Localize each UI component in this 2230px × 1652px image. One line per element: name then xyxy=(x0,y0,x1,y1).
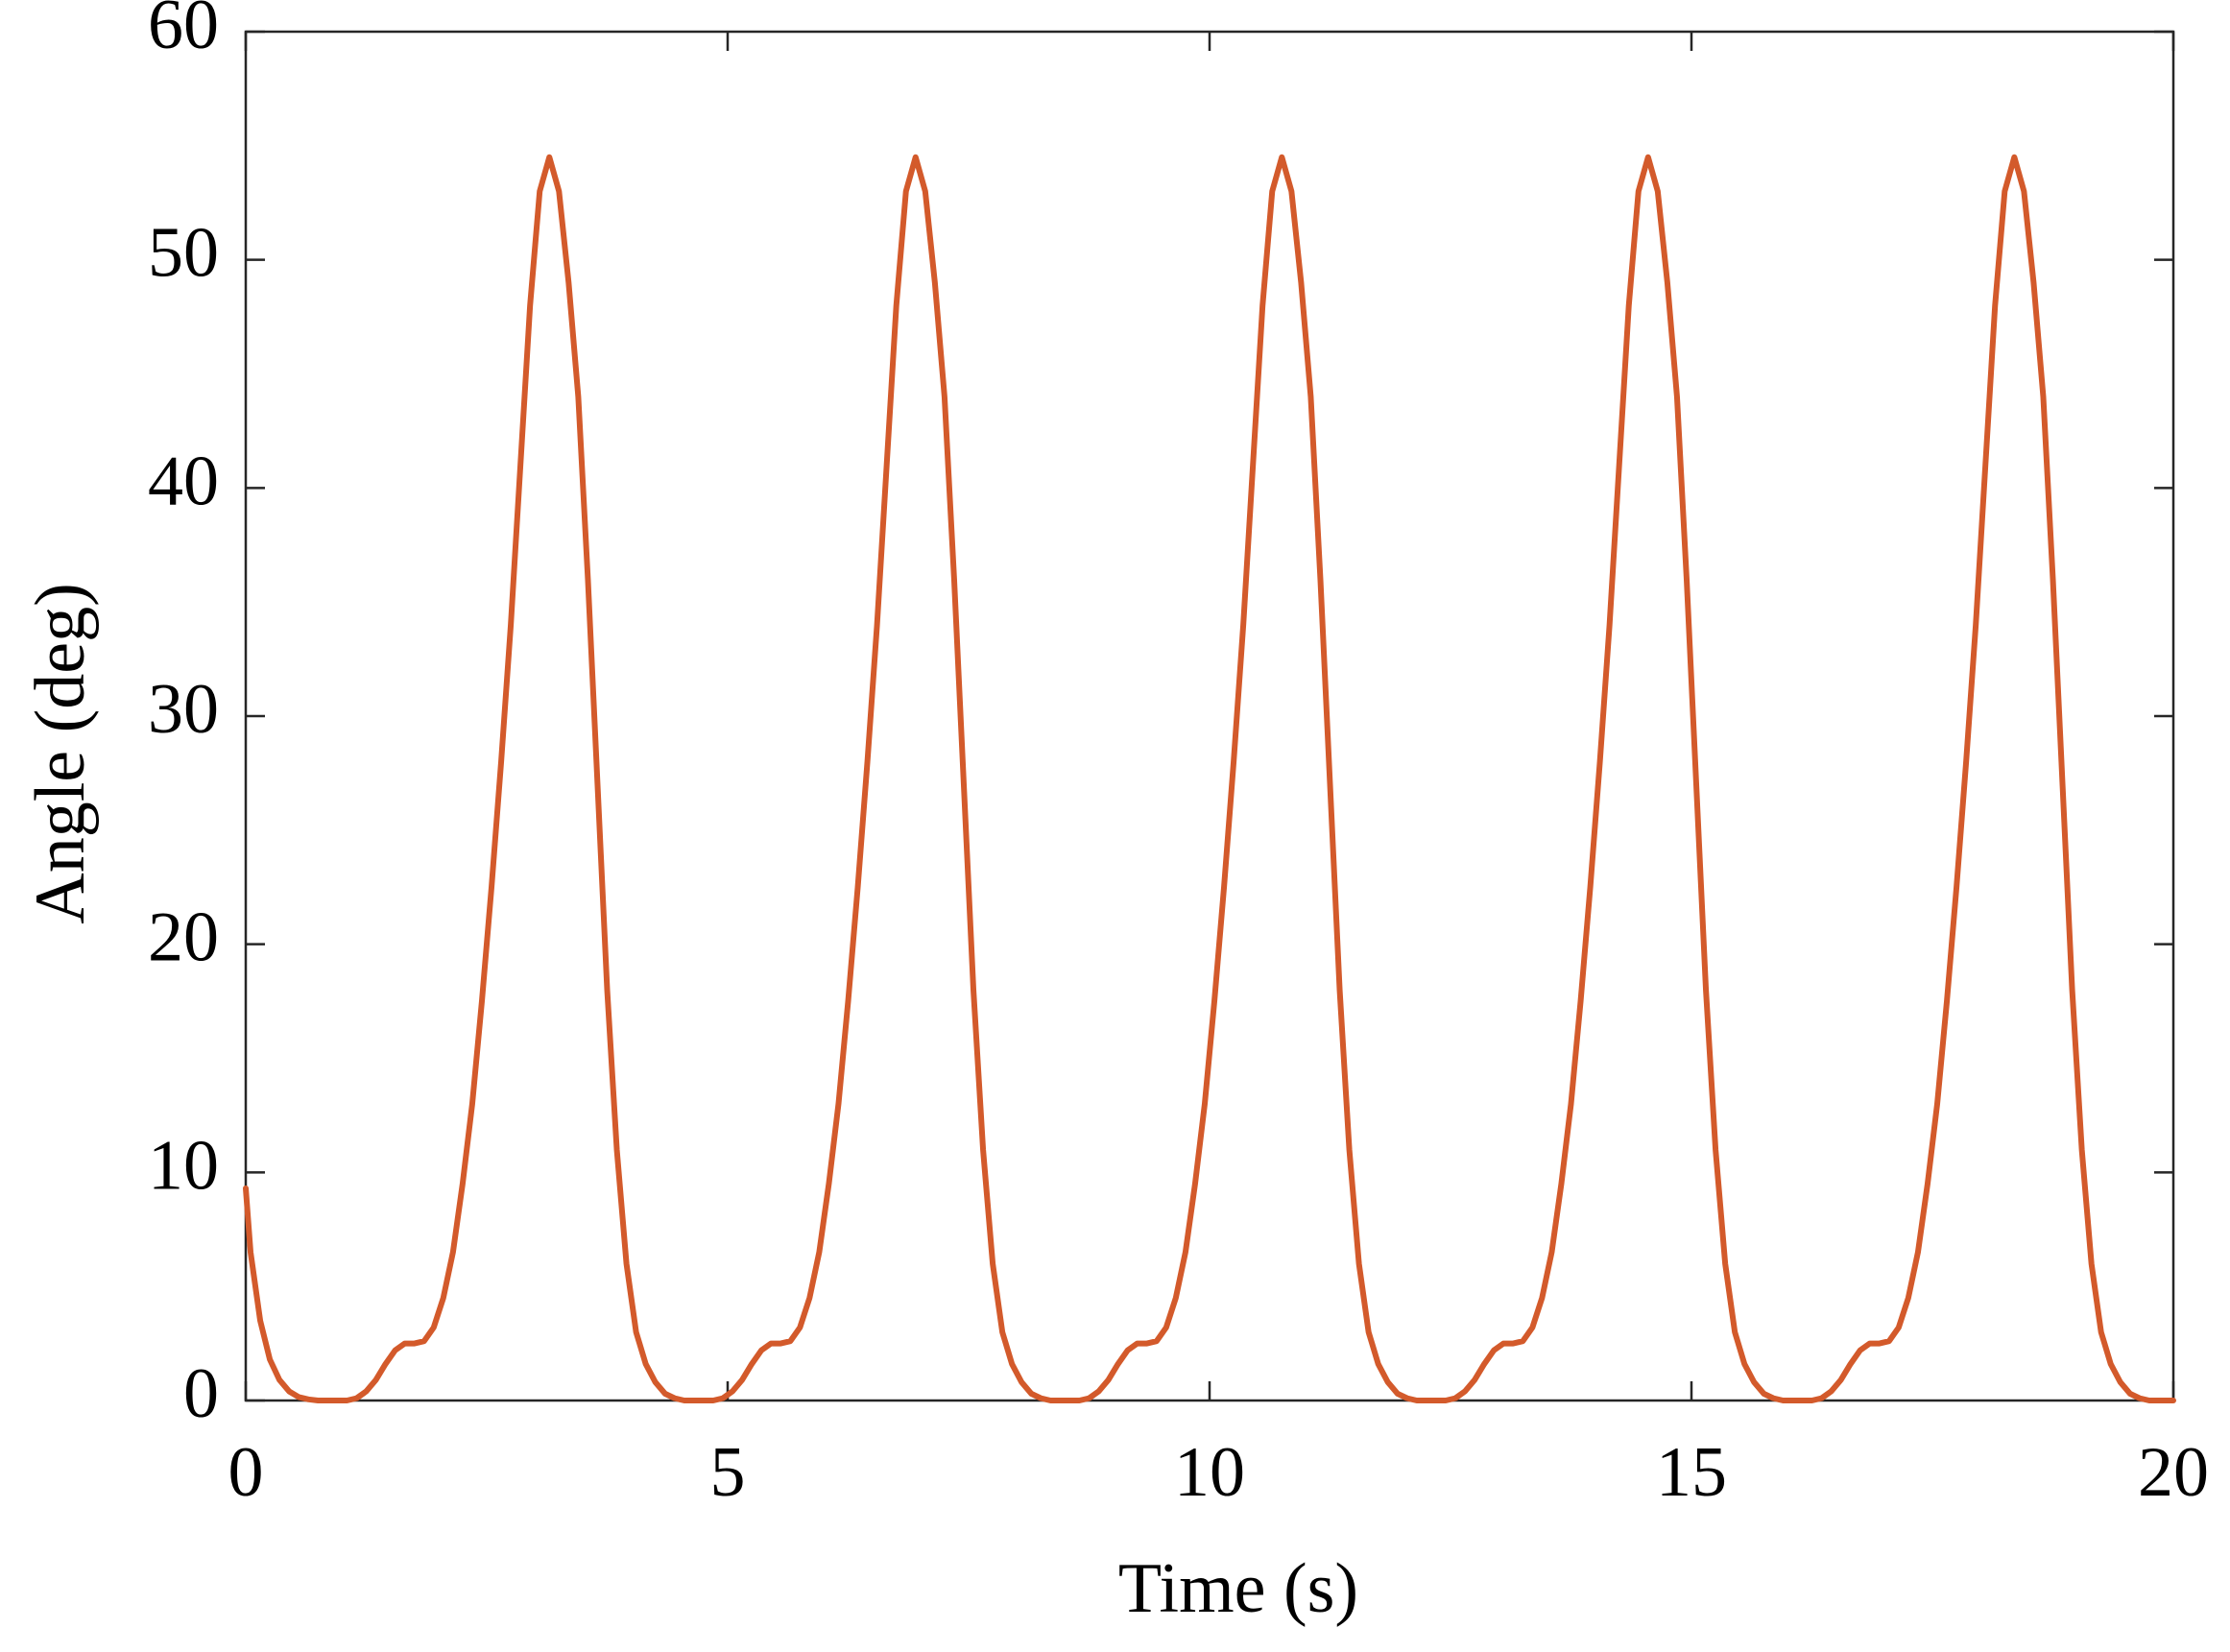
x-tick-label: 20 xyxy=(2138,1433,2209,1512)
y-axis-label: Angle (deg) xyxy=(21,583,100,923)
y-tick-label: 30 xyxy=(148,670,219,749)
y-tick-label: 40 xyxy=(148,442,219,520)
data-line xyxy=(243,154,2176,1403)
x-tick-label: 15 xyxy=(1656,1433,1727,1512)
x-axis-label: Time (s) xyxy=(1118,1549,1358,1628)
y-tick-label: 50 xyxy=(148,214,219,293)
x-tick-label: 5 xyxy=(710,1433,746,1512)
plot-frame xyxy=(244,30,2175,1402)
y-tick-label: 10 xyxy=(148,1126,219,1205)
y-tick-label: 60 xyxy=(148,0,219,64)
y-tick-label: 20 xyxy=(148,898,219,977)
x-tick-label: 0 xyxy=(228,1433,264,1512)
x-tick-label: 10 xyxy=(1174,1433,1245,1512)
y-tick-label: 0 xyxy=(183,1354,219,1433)
